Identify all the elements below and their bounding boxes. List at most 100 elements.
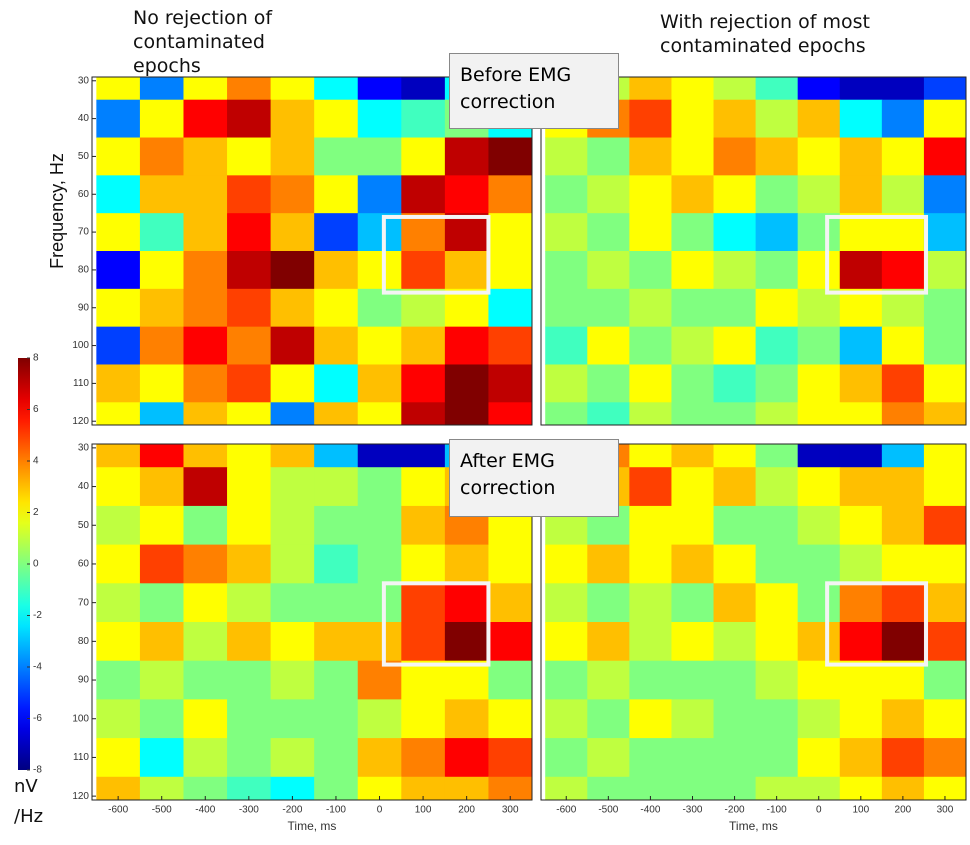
heatmap-cell bbox=[139, 544, 184, 584]
x-axis-label: Time, ms bbox=[288, 819, 337, 833]
heatmap-cell bbox=[755, 467, 799, 507]
heatmap-cell bbox=[227, 544, 272, 584]
heatmap-cell bbox=[96, 99, 141, 139]
heatmap-cell bbox=[629, 99, 672, 139]
heatmap-cell bbox=[270, 213, 315, 252]
heatmap-cell bbox=[755, 99, 799, 139]
heatmap-cell bbox=[713, 137, 757, 176]
heatmap-cell bbox=[444, 544, 489, 584]
heatmap-cell bbox=[923, 444, 966, 468]
y-tick-label: 90 bbox=[78, 675, 90, 686]
heatmap-cell bbox=[139, 77, 184, 101]
highlight-box bbox=[381, 214, 491, 295]
heatmap-cell bbox=[488, 738, 532, 778]
heatmap-cell bbox=[839, 175, 883, 214]
x-tick-label: -200 bbox=[282, 805, 302, 816]
heatmap-cell bbox=[96, 288, 141, 328]
heatmap-cell bbox=[671, 213, 715, 252]
heatmap-cell bbox=[545, 776, 588, 800]
x-tick-label: -600 bbox=[556, 805, 576, 816]
heatmap-cell bbox=[923, 77, 966, 101]
heatmap-cell bbox=[357, 622, 402, 662]
heatmap-cell bbox=[183, 660, 228, 700]
heatmap-cell bbox=[314, 660, 359, 700]
heatmap-cell bbox=[839, 544, 883, 584]
heatmap-cell bbox=[488, 699, 532, 739]
heatmap-cell bbox=[881, 622, 925, 662]
heatmap-cell bbox=[357, 326, 402, 365]
heatmap-cell bbox=[797, 175, 841, 214]
heatmap-cell bbox=[401, 364, 446, 403]
y-tick-label: 80 bbox=[78, 265, 90, 276]
heatmap-cell bbox=[839, 660, 883, 700]
heatmap-cell bbox=[444, 660, 489, 700]
heatmap-cell bbox=[401, 77, 446, 101]
heatmap-cell bbox=[357, 137, 402, 176]
heatmap-cell bbox=[488, 622, 532, 662]
heatmap-cell bbox=[139, 99, 184, 139]
heatmap-cell bbox=[444, 583, 489, 623]
heatmap-cell bbox=[139, 364, 184, 403]
heatmap-cell bbox=[545, 699, 588, 739]
heatmap-cell bbox=[587, 583, 630, 623]
heatmap-cell bbox=[587, 402, 630, 425]
heatmap-cell bbox=[923, 738, 966, 778]
heatmap-cell bbox=[227, 444, 272, 468]
heatmap-cell bbox=[444, 776, 489, 800]
heatmap-cell bbox=[270, 583, 315, 623]
heatmap-cell bbox=[755, 444, 799, 468]
heatmap-cell bbox=[183, 288, 228, 328]
heatmap-cell bbox=[713, 622, 757, 662]
heatmap bbox=[96, 444, 532, 800]
heatmap-cell bbox=[839, 99, 883, 139]
heatmap-cell bbox=[401, 776, 446, 800]
heatmap-cell bbox=[357, 699, 402, 739]
heatmap-cell bbox=[797, 738, 841, 778]
heatmap-cell bbox=[444, 699, 489, 739]
heatmap-cell bbox=[671, 364, 715, 403]
heatmap-cell bbox=[139, 402, 184, 425]
heatmap-cell bbox=[839, 77, 883, 101]
heatmap-cell bbox=[270, 402, 315, 425]
heatmap-cell bbox=[96, 326, 141, 365]
y-axis-label: Frequency, Hz bbox=[47, 153, 67, 269]
heatmap-cell bbox=[444, 288, 489, 328]
highlight-box bbox=[825, 581, 929, 667]
heatmap-cell bbox=[629, 137, 672, 176]
heatmap-cell bbox=[587, 213, 630, 252]
heatmap-cell bbox=[488, 660, 532, 700]
colorbar-tick-label: 6 bbox=[33, 404, 39, 415]
heatmap-cell bbox=[139, 326, 184, 365]
heatmap-cell bbox=[183, 251, 228, 290]
heatmap-cell bbox=[755, 505, 799, 546]
heatmap-cell bbox=[797, 99, 841, 139]
heatmap-cell bbox=[755, 326, 799, 365]
heatmap-cell bbox=[755, 738, 799, 778]
heatmap-cell bbox=[314, 137, 359, 176]
heatmap-cell bbox=[545, 326, 588, 365]
heatmap-cell bbox=[270, 776, 315, 800]
heatmap-cell bbox=[923, 467, 966, 507]
x-tick-label: -100 bbox=[767, 805, 787, 816]
heatmap-cell bbox=[270, 137, 315, 176]
heatmap-cell bbox=[755, 622, 799, 662]
heatmap-cell bbox=[923, 364, 966, 403]
heatmap-cell bbox=[401, 288, 446, 328]
heatmap-cell bbox=[671, 660, 715, 700]
heatmap-cell bbox=[839, 251, 883, 290]
x-tick-label: -500 bbox=[152, 805, 172, 816]
heatmap-cell bbox=[270, 444, 315, 468]
heatmap-cell bbox=[357, 175, 402, 214]
heatmap-cell bbox=[183, 175, 228, 214]
heatmap-cell bbox=[587, 738, 630, 778]
heatmap-cell bbox=[755, 699, 799, 739]
heatmap-cell bbox=[183, 444, 228, 468]
x-tick-label: -300 bbox=[682, 805, 702, 816]
y-tick-label: 60 bbox=[78, 189, 90, 200]
heatmap-cell bbox=[881, 326, 925, 365]
heatmap-cell bbox=[270, 699, 315, 739]
heatmap-cell bbox=[839, 776, 883, 800]
heatmap-cell bbox=[96, 402, 141, 425]
heatmap-cell bbox=[797, 622, 841, 662]
heatmap-cell bbox=[923, 175, 966, 214]
